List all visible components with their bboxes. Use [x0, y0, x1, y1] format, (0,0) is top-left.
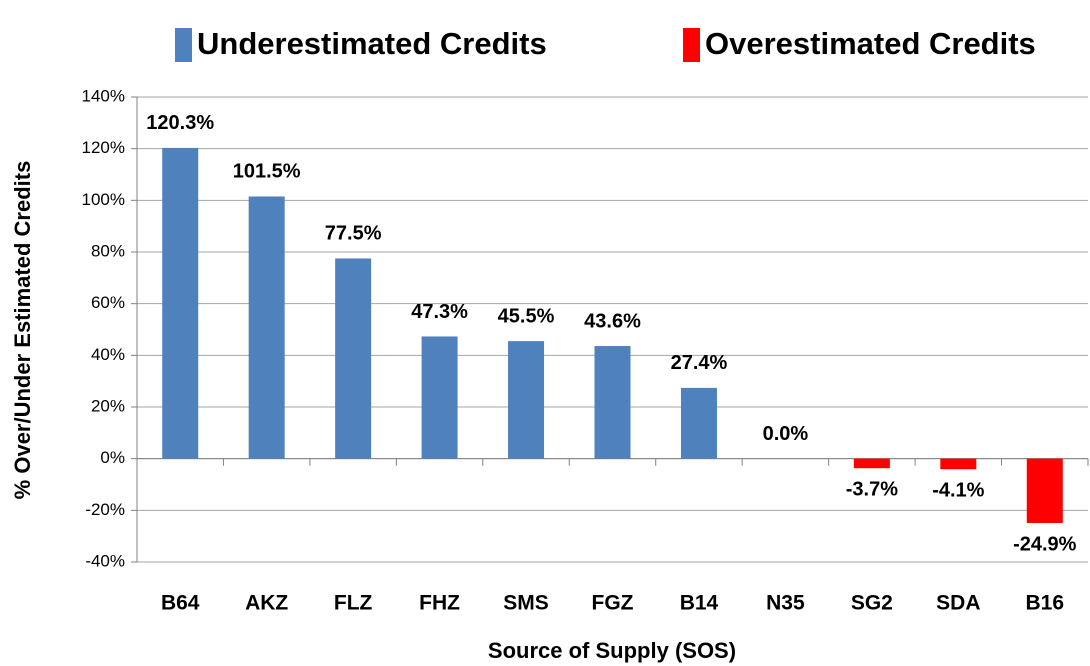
data-label: 0.0% [763, 423, 809, 445]
data-label: 120.3% [146, 112, 214, 134]
legend-label: Overestimated Credits [705, 26, 1036, 61]
x-axis-title: Source of Supply (SOS) [488, 638, 736, 663]
bar [335, 258, 372, 459]
x-tick-label: N35 [766, 592, 805, 615]
x-tick-label: FGZ [592, 592, 634, 615]
y-tick-label: 100% [82, 190, 125, 209]
bar [248, 196, 285, 459]
data-label: 77.5% [325, 223, 382, 245]
x-tick-label: B14 [680, 592, 719, 615]
bar [594, 346, 631, 459]
y-tick-label: 80% [91, 241, 125, 260]
y-axis-title: % Over/Under Estimated Credits [10, 161, 35, 500]
bar [421, 336, 458, 459]
x-tick-label: SDA [936, 592, 980, 615]
bar [680, 387, 717, 459]
x-tick-label: SMS [503, 592, 549, 615]
y-tick-label: 140% [82, 86, 125, 105]
legend-swatch [175, 28, 192, 62]
x-tick-label: SG2 [851, 592, 893, 615]
x-tick-label: B64 [161, 592, 200, 615]
y-tick-label: -40% [85, 551, 125, 570]
bar [508, 341, 545, 459]
legend-swatch [683, 28, 700, 62]
data-label: -4.1% [932, 480, 984, 502]
data-label: 43.6% [584, 310, 641, 332]
bar [162, 147, 199, 459]
bar [940, 458, 977, 470]
bar [1026, 458, 1063, 523]
x-tick-label: B16 [1026, 592, 1065, 615]
data-label: -3.7% [846, 479, 898, 501]
y-tick-label: 120% [82, 138, 125, 157]
y-tick-label: 60% [91, 293, 125, 312]
y-tick-label: 0% [100, 448, 125, 467]
y-tick-label: -20% [85, 500, 125, 519]
data-label: 27.4% [671, 352, 728, 374]
data-label: 47.3% [411, 301, 468, 323]
legend-label: Underestimated Credits [197, 26, 547, 61]
data-label: -24.9% [1013, 533, 1077, 555]
y-tick-label: 40% [91, 345, 125, 364]
x-tick-label: AKZ [245, 592, 288, 615]
bar [853, 458, 890, 469]
y-tick-label: 20% [91, 396, 125, 415]
data-label: 101.5% [233, 161, 301, 183]
x-tick-label: FHZ [419, 592, 460, 615]
data-label: 45.5% [498, 305, 555, 327]
x-tick-label: FLZ [334, 592, 373, 615]
